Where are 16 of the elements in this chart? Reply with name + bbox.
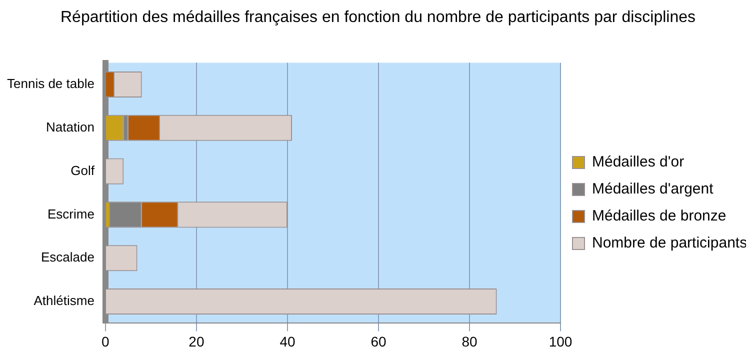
x-tick-label: 20 [188,333,204,350]
y-tick-label: Natation [46,119,94,134]
chart-title: Répartition des médailles françaises en fonction du nombre de participants par disciplines [59,8,696,28]
y-tick-label: Golf [70,162,95,178]
x-tick-label: 40 [280,333,296,350]
x-tick-label: 0 [102,333,110,350]
legend-label: Médailles d'or [592,154,684,171]
y-tick-label: Escalade [40,250,94,265]
legend-label: Médailles de bronze [592,208,726,225]
legend-label: Médailles d'argent [592,180,714,198]
x-tick-label: 60 [370,333,386,350]
y-tick-label: Athlétisme [34,293,94,308]
x-tick-label: 100 [548,333,572,350]
y-tick-label: Tennis de table [7,76,94,92]
x-tick-label: 80 [462,333,478,350]
y-tick-label: Escrime [48,206,94,222]
